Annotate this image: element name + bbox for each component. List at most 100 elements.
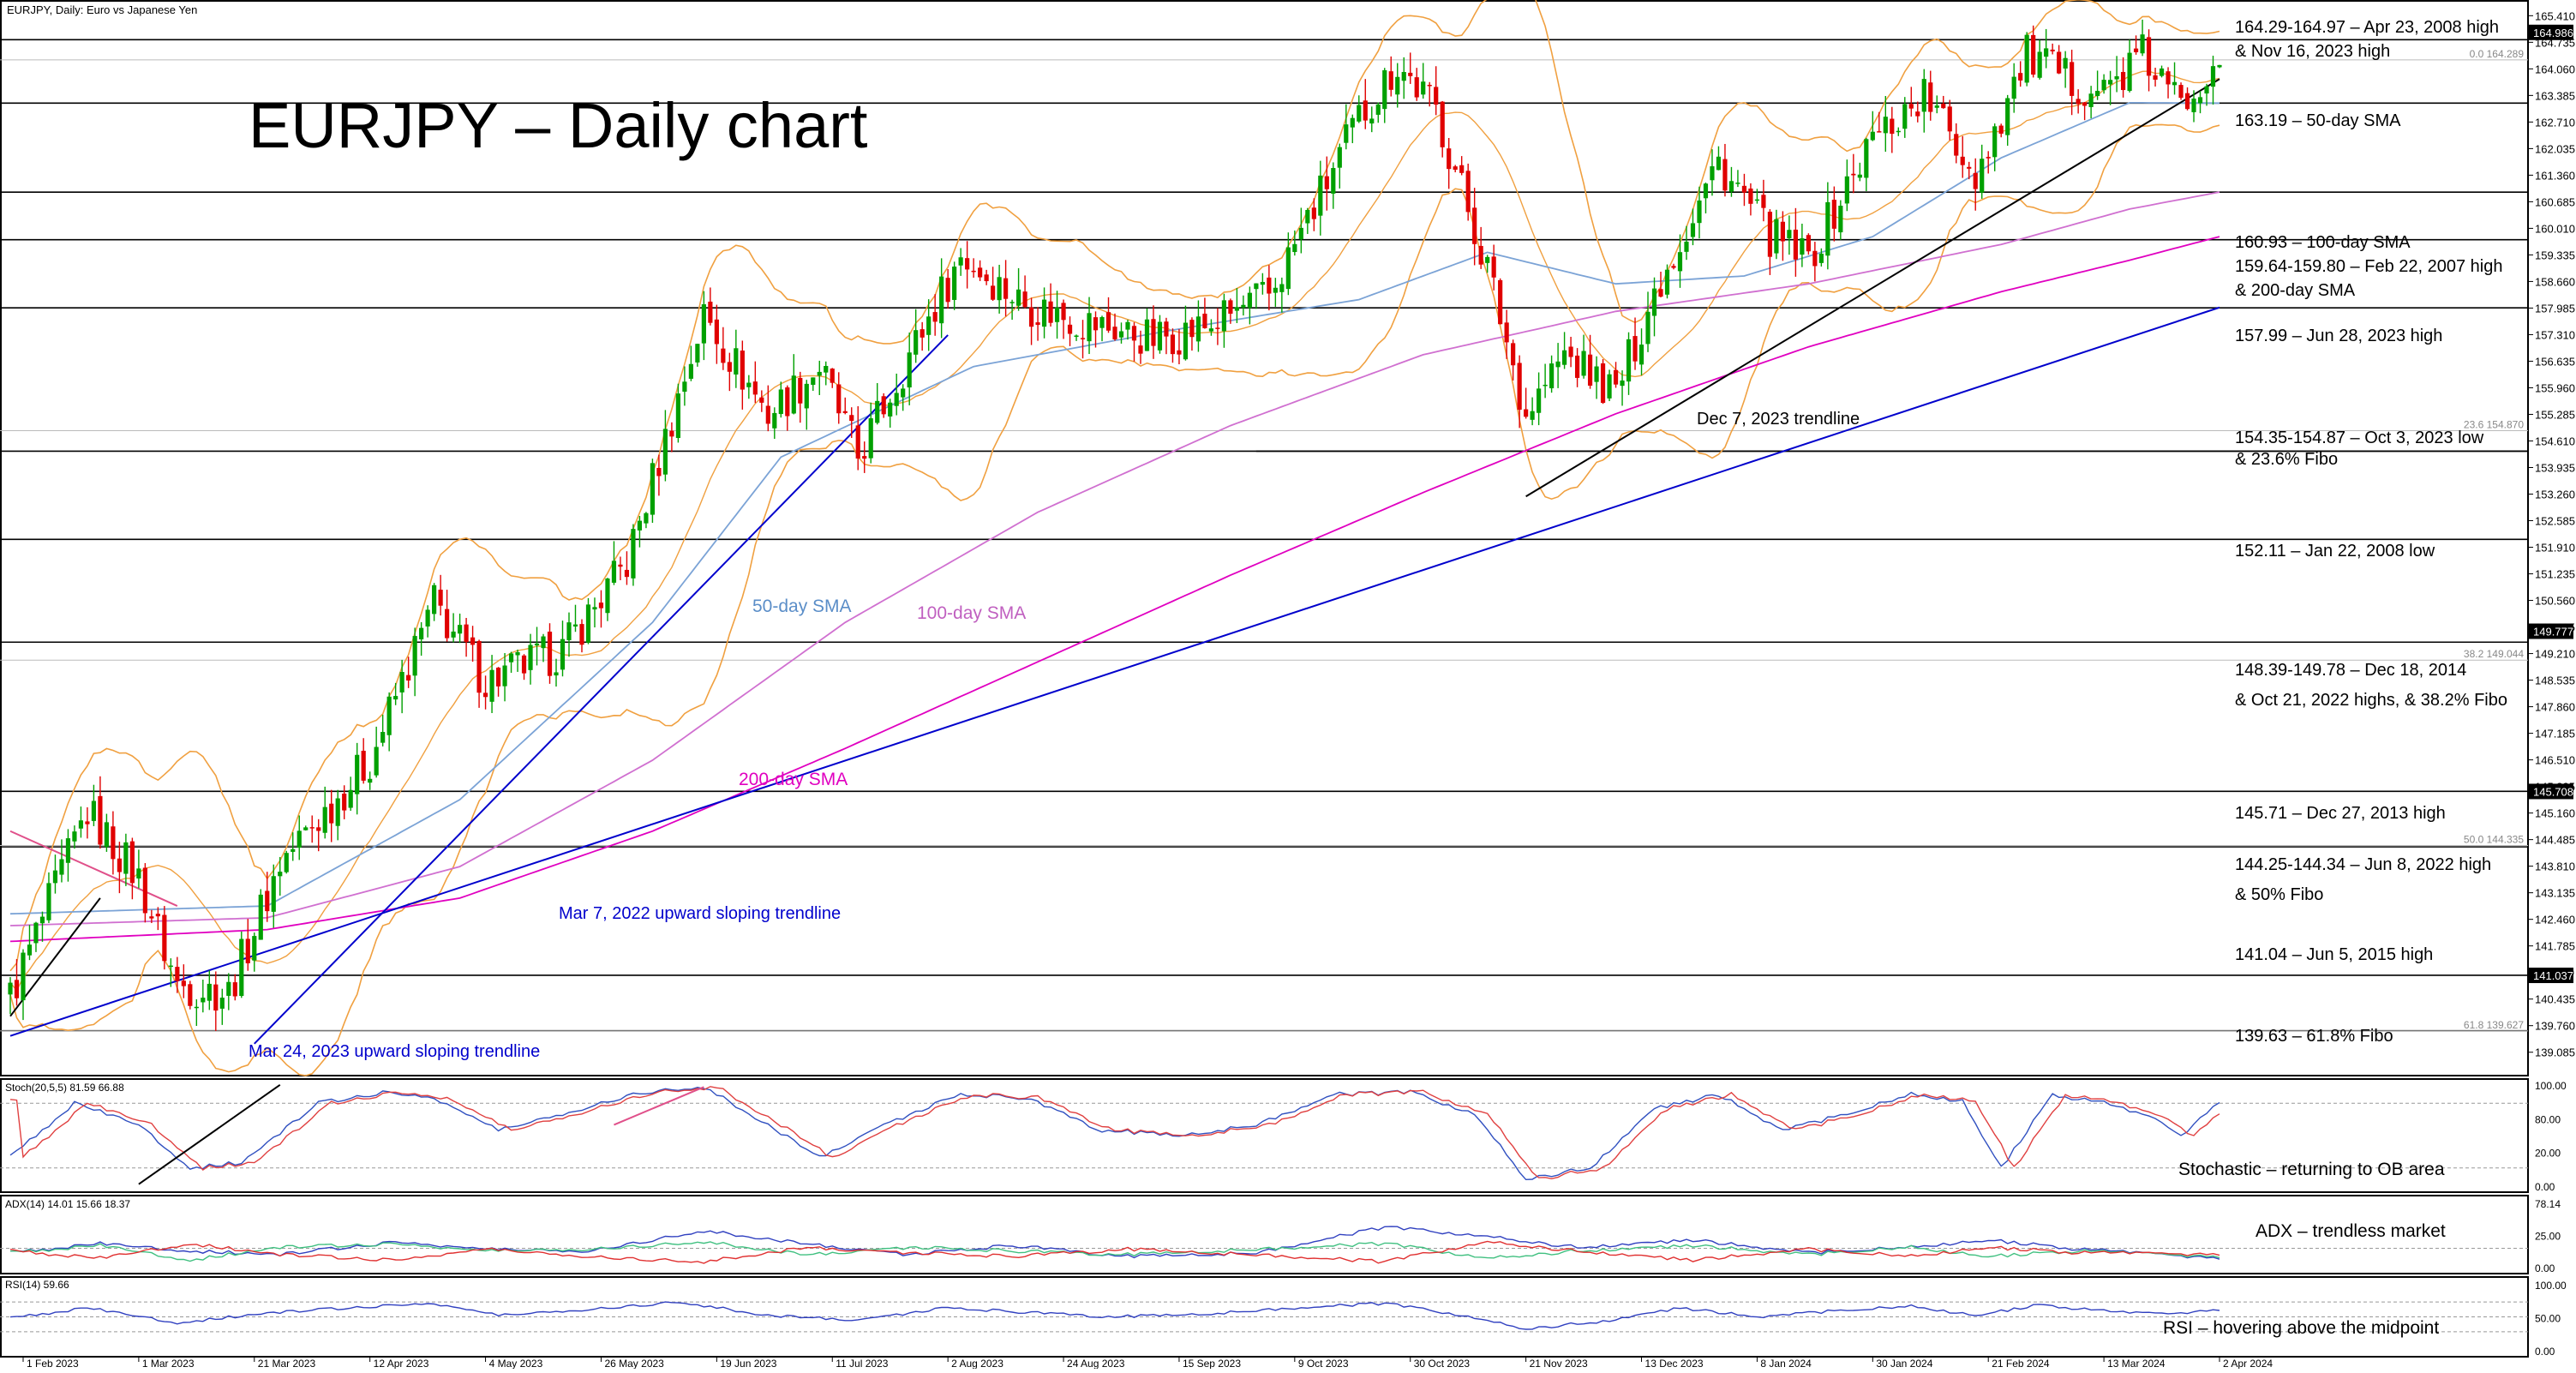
candle-body <box>1877 131 1882 133</box>
price-tick-label: 151.235 <box>2535 568 2575 581</box>
candle-body <box>1080 338 1086 339</box>
candle-body <box>1896 130 1901 133</box>
candle-body <box>1793 229 1798 260</box>
candle-body <box>2178 85 2184 99</box>
adx-tick-label: 0.00 <box>2535 1262 2555 1274</box>
candle-body <box>1960 156 1965 165</box>
candle-body <box>380 732 386 743</box>
candle-body <box>560 639 566 670</box>
candle-body <box>1447 148 1452 170</box>
price-tick-label: 147.860 <box>2535 701 2575 714</box>
candle-body <box>932 312 938 322</box>
date-tick-label: 13 Mar 2024 <box>2107 1358 2166 1369</box>
candle-body <box>1093 317 1099 331</box>
candle-body <box>21 952 26 1001</box>
price-tick-label: 149.210 <box>2535 648 2575 661</box>
candle-body <box>1022 291 1027 308</box>
early-pink-trendline <box>9 830 178 907</box>
candle-body <box>1651 288 1657 316</box>
candle-body <box>386 696 392 735</box>
candle-body <box>939 276 944 324</box>
candle-body <box>1632 336 1638 362</box>
candle-body <box>682 381 687 393</box>
candle-body <box>136 868 141 878</box>
candle-body <box>547 631 553 676</box>
candle-body <box>489 669 494 702</box>
candle-body <box>1048 301 1053 323</box>
bollinger-upper <box>9 0 2220 972</box>
candle-body <box>1728 181 1734 192</box>
candle-body <box>1555 361 1561 368</box>
candle-body <box>1767 212 1773 257</box>
candle-body <box>1061 303 1066 321</box>
candle-body <box>2159 68 2165 76</box>
level-label: 139.63 – 61.8% Fibo <box>2235 1027 2393 1046</box>
candle-body <box>1118 331 1124 338</box>
candle-body <box>1311 207 1316 219</box>
candle-body <box>1144 319 1150 351</box>
candle-body <box>1478 245 1483 265</box>
candle-body <box>2114 75 2119 80</box>
candle-body <box>1690 223 1696 237</box>
candle-body <box>1761 195 1766 208</box>
candle-body <box>1818 253 1824 263</box>
candle-body <box>129 841 135 884</box>
candle-body <box>1613 369 1619 385</box>
candle-body <box>1658 289 1663 297</box>
candle-body <box>316 827 321 831</box>
candle-body <box>451 631 456 638</box>
candle-body <box>278 872 283 877</box>
price-marker-box <box>2529 24 2573 40</box>
stochastic-panel <box>0 1078 2529 1193</box>
price-tick-label: 155.285 <box>2535 408 2575 421</box>
adx-tick-label: 78.14 <box>2535 1198 2561 1210</box>
adx-plus-di-line <box>9 1241 2220 1262</box>
level-label: & Nov 16, 2023 high <box>2235 42 2390 61</box>
candle-body <box>1954 134 1959 156</box>
candle-body <box>155 914 160 917</box>
candle-body <box>875 400 880 423</box>
sma200-annotation: 200-day SMA <box>739 770 848 789</box>
candle-body <box>1543 384 1548 387</box>
fibo-level-label: 38.2 149.044 <box>2464 648 2524 660</box>
candle-body <box>1838 206 1843 233</box>
candle-body <box>78 820 84 829</box>
candle-body <box>1754 199 1760 201</box>
candle-body <box>104 822 110 848</box>
candle-body <box>572 624 578 627</box>
adx-tick-label: 25.00 <box>2535 1231 2561 1243</box>
candle-body <box>1157 321 1163 351</box>
price-tick-label: 157.985 <box>2535 302 2575 315</box>
candle-body <box>1748 189 1753 204</box>
candle-body <box>1465 171 1471 213</box>
candle-body <box>1305 209 1310 224</box>
date-tick-label: 1 Mar 2023 <box>142 1358 195 1369</box>
candle-body <box>194 1006 199 1009</box>
candle-body <box>2088 93 2094 107</box>
level-label: 154.35-154.87 – Oct 3, 2023 low <box>2235 429 2484 447</box>
price-tick-label: 142.460 <box>2535 914 2575 926</box>
candle-body <box>1638 345 1644 365</box>
candle-body <box>669 430 674 437</box>
candle-body <box>1787 230 1792 239</box>
candle-body <box>1292 243 1297 253</box>
candle-body <box>554 672 559 676</box>
trend-dec7-annotation: Dec 7, 2023 trendline <box>1697 410 1860 429</box>
price-marker-label: 141.037 <box>2533 969 2573 982</box>
candle-body <box>1774 219 1779 254</box>
date-tick-label: 21 Feb 2024 <box>1992 1358 2050 1369</box>
candle-body <box>1530 411 1535 420</box>
candle-body <box>817 371 822 376</box>
bollinger-lower <box>9 123 2220 1076</box>
sma100-line <box>9 191 2220 926</box>
candle-body <box>271 876 276 912</box>
rsi-tick-label: 100.00 <box>2535 1280 2567 1292</box>
date-tick-label: 19 Jun 2023 <box>720 1358 776 1369</box>
adx-label: ADX(14) 14.01 15.66 18.37 <box>5 1198 130 1210</box>
candle-body <box>791 375 796 414</box>
candle-body <box>1928 82 1933 112</box>
candle-body <box>1215 327 1220 329</box>
date-tick-label: 24 Aug 2023 <box>1067 1358 1125 1369</box>
